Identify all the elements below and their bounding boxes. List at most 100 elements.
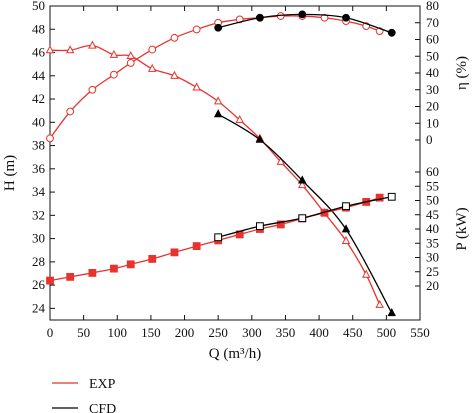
exp-h-point <box>65 45 75 54</box>
exp-p-point <box>276 220 285 229</box>
plot-frame <box>49 5 421 321</box>
exp-p-point <box>46 276 54 285</box>
exp-h-point <box>235 114 244 124</box>
cfd-h-point <box>387 308 396 317</box>
x-tick-label: 400 <box>309 325 329 340</box>
h-tick-label: 36 <box>32 161 46 176</box>
p-tick-label: 50 <box>426 193 439 208</box>
x-tick-label: 500 <box>377 325 397 340</box>
p-tick-label: 35 <box>426 235 439 250</box>
x-tick-label: 350 <box>276 325 296 340</box>
h-axis-title: H (m) <box>2 155 18 191</box>
exp-eta-point <box>88 85 97 94</box>
eta-tick-label: 60 <box>426 32 439 47</box>
exp-eta-point <box>148 45 157 54</box>
p-tick-label: 30 <box>426 250 439 265</box>
cfd-eta-point <box>255 13 264 22</box>
p-axis-title: P (kW) <box>454 207 470 250</box>
exp-p-point <box>66 272 75 281</box>
exp-h-point <box>170 70 179 79</box>
exp-eta-point <box>170 33 179 42</box>
eta-tick-label: 0 <box>426 132 433 147</box>
exp-eta-point <box>66 107 75 116</box>
x-tick-label: 200 <box>175 325 195 340</box>
exp-eta-point <box>126 59 135 67</box>
h-tick-label: 48 <box>32 21 45 36</box>
eta-tick-label: 20 <box>426 99 439 114</box>
cfd-p-point <box>342 202 350 211</box>
x-tick-label: 450 <box>343 325 363 340</box>
exp-h-point <box>298 180 307 189</box>
h-tick-label: 32 <box>32 207 45 222</box>
exp-h-point <box>361 269 371 278</box>
exp-p-point <box>88 268 97 277</box>
exp-h-point <box>341 235 351 244</box>
cfd-h-line <box>217 113 393 314</box>
x-tick-label: 300 <box>242 325 262 340</box>
h-tick-label: 50 <box>32 0 45 13</box>
exp-p-point <box>170 248 179 257</box>
cfd-eta-point <box>387 28 396 37</box>
eta-tick-label: 10 <box>426 115 439 130</box>
cfd-h-point <box>341 224 351 233</box>
h-tick-label: 24 <box>32 300 46 315</box>
exp-p-point <box>192 242 201 250</box>
eta-axis-title: η (%) <box>454 56 470 90</box>
cfd-p-point <box>255 222 264 231</box>
h-tick-label: 28 <box>32 254 45 269</box>
h-tick-label: 44 <box>32 68 46 83</box>
x-tick-label: 550 <box>410 325 430 340</box>
exp-eta-line <box>49 15 380 139</box>
p-tick-label: 20 <box>426 278 439 293</box>
eta-tick-label: 70 <box>426 15 439 30</box>
exp-h-point <box>192 82 201 91</box>
cfd-p-point <box>387 192 396 201</box>
cfd-eta-point <box>298 10 307 19</box>
x-tick-label: 50 <box>77 325 90 340</box>
p-tick-label: 60 <box>426 164 439 179</box>
cfd-h-point <box>255 134 265 143</box>
exp-h-point <box>213 96 223 105</box>
legend-label-cfd: CFD <box>89 402 116 413</box>
x-tick-label: 250 <box>208 325 228 340</box>
h-tick-label: 34 <box>32 184 46 199</box>
eta-tick-label: 80 <box>426 0 439 13</box>
exp-h-point <box>88 40 97 49</box>
eta-tick-label: 50 <box>426 48 439 63</box>
exp-p-point <box>148 255 157 263</box>
exp-h-point <box>126 51 135 60</box>
exp-h-point <box>148 63 157 72</box>
x-tick-label: 100 <box>108 325 128 340</box>
x-axis-title: Q (m³/h) <box>209 346 261 362</box>
x-tick-label: 150 <box>141 325 161 340</box>
cfd-h-point <box>213 109 223 118</box>
exp-h-point <box>375 299 384 308</box>
cfd-eta-point <box>214 23 223 32</box>
p-tick-label: 25 <box>426 264 439 279</box>
eta-tick-label: 40 <box>426 65 439 80</box>
h-tick-label: 40 <box>32 114 45 129</box>
x-tick-label: 0 <box>47 325 54 340</box>
exp-p-point <box>110 264 118 273</box>
exp-p-point <box>375 193 384 202</box>
p-tick-label: 40 <box>426 221 439 236</box>
eta-tick-label: 30 <box>426 82 439 97</box>
exp-h-point <box>109 49 119 58</box>
p-tick-label: 55 <box>426 178 439 193</box>
h-tick-label: 30 <box>32 231 45 246</box>
cfd-p-point <box>298 214 307 223</box>
p-tick-label: 45 <box>426 207 439 222</box>
legend-label-exp: EXP <box>89 377 116 392</box>
exp-eta-point <box>192 25 201 34</box>
cfd-eta-point <box>342 13 350 22</box>
exp-eta-point <box>110 70 118 79</box>
exp-eta-point <box>46 134 54 143</box>
exp-h-point <box>45 45 55 54</box>
cfd-p-point <box>214 233 223 242</box>
cfd-h-point <box>298 175 307 184</box>
h-tick-label: 38 <box>32 138 45 153</box>
h-tick-label: 46 <box>32 45 46 60</box>
h-tick-label: 42 <box>32 91 45 106</box>
